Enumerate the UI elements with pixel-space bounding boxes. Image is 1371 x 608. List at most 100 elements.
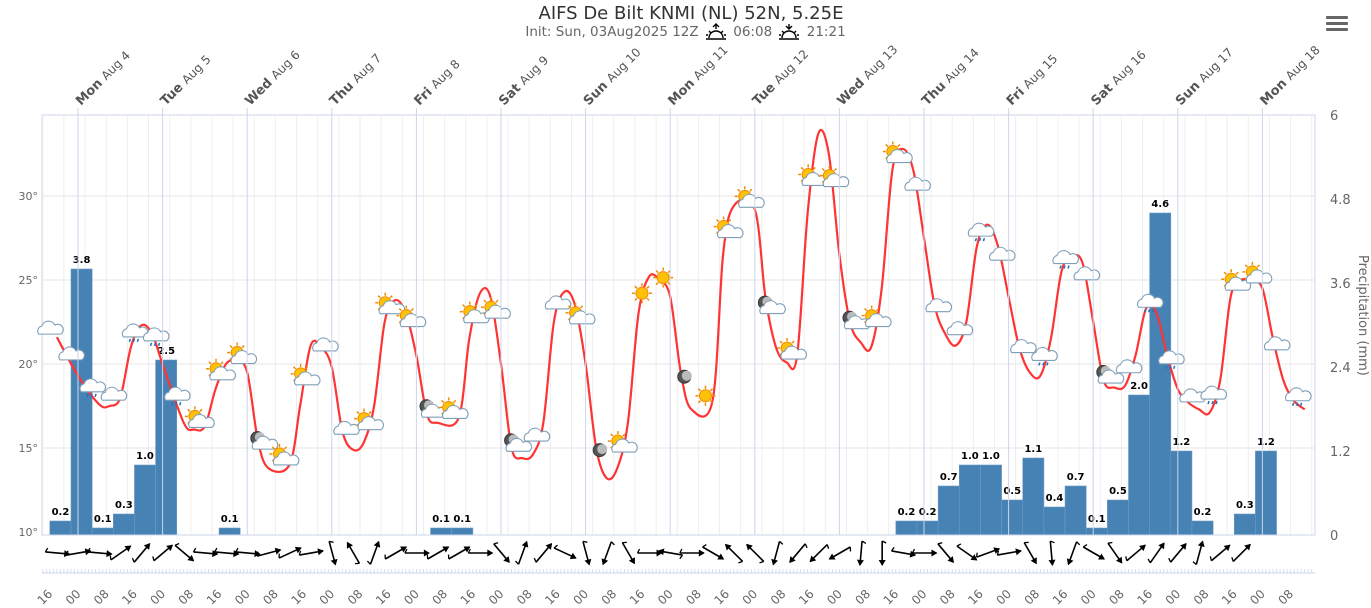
- wind-arrow-icon: [621, 541, 636, 565]
- day-label-date: Aug 16: [1109, 48, 1149, 88]
- cloud-shape: [378, 300, 406, 315]
- x-tick-label: 00: [1078, 587, 1099, 608]
- rain-drop: [170, 401, 174, 406]
- sun-cloud-weather-icon: [819, 165, 850, 188]
- precipitation-data-label: 0.1: [221, 514, 239, 525]
- cloud-weather-icon: [946, 321, 974, 336]
- x-tick-label: 16: [204, 587, 225, 608]
- right-axis-tick-label: 3.6: [1330, 277, 1351, 292]
- wind-arrow-head: [1030, 557, 1037, 565]
- precipitation-bar: [937, 485, 960, 536]
- wind-arrow-head: [442, 546, 450, 553]
- wind-arrow-icon: [771, 540, 784, 566]
- rain-drop: [1046, 362, 1049, 366]
- wind-barb: [1231, 557, 1234, 562]
- wind-arrow-icon: [1107, 541, 1123, 564]
- wind-barb: [1125, 556, 1128, 561]
- wind-arrow-icon: [601, 541, 615, 566]
- sun-ray: [885, 143, 889, 148]
- wind-arrow-icon: [679, 548, 705, 557]
- sun-ray: [271, 446, 276, 450]
- right-axis-tick-label: 0: [1330, 529, 1338, 544]
- sun-ray: [655, 282, 659, 286]
- sun-ray: [1223, 271, 1227, 275]
- cloud-shape: [886, 149, 913, 164]
- day-label-date: Aug 15: [1020, 52, 1060, 92]
- cloud-shape: [946, 321, 974, 336]
- rain-drop: [1147, 309, 1151, 313]
- cloud-shape: [37, 320, 64, 335]
- sun-cloud-weather-icon: [269, 443, 300, 466]
- sun-cloud-weather-icon: [565, 302, 596, 325]
- wind-barb: [1082, 543, 1088, 548]
- wind-arrow-head: [878, 560, 886, 566]
- day-label-date: Aug 11: [691, 43, 731, 83]
- rain-drop: [974, 237, 978, 242]
- wind-arrow-head: [746, 543, 753, 551]
- day-label: Tue Aug 5: [158, 52, 215, 109]
- wind-arrow-icon: [298, 548, 324, 556]
- precipitation-bar: [916, 520, 939, 536]
- wind-arrow-icon: [1048, 540, 1056, 566]
- sun-cloud-weather-icon: [798, 164, 829, 187]
- day-label-date: Aug 12: [771, 47, 811, 87]
- precipitation-bar: [430, 527, 452, 536]
- sun-ray: [610, 433, 614, 437]
- moon-cloud-weather-icon: [757, 295, 786, 315]
- wind-arrow-icon: [533, 543, 553, 563]
- wind-arrow-icon: [856, 540, 867, 566]
- wind-barb: [87, 547, 91, 553]
- sun-weather-icon: [632, 283, 652, 304]
- wind-arrow-icon: [109, 545, 132, 561]
- wind-arrow-head: [856, 559, 864, 566]
- wind-arrow-icon: [256, 547, 282, 557]
- wind-barb: [1024, 541, 1029, 544]
- wind-arrow-icon: [911, 548, 938, 557]
- day-label-date: Aug 5: [179, 52, 214, 87]
- x-tick-label: 16: [1134, 587, 1155, 608]
- precipitation-data-label: 3.8: [73, 255, 91, 266]
- wind-barb: [937, 542, 943, 545]
- precipitation-bar: [451, 527, 474, 536]
- cloud-shape: [1115, 359, 1143, 374]
- wind-arrow-icon: [1209, 544, 1231, 562]
- rain-drop: [1291, 402, 1295, 406]
- cloud-shape: [333, 420, 360, 435]
- sun-ray: [208, 361, 212, 365]
- cloud-shape: [1010, 339, 1037, 354]
- day-label-date: Aug 14: [942, 46, 982, 86]
- wind-barb: [1107, 541, 1113, 544]
- sun-ray: [483, 299, 487, 303]
- x-tick-label: 08: [429, 587, 450, 608]
- wind-barb: [890, 546, 895, 552]
- sun-ray: [791, 340, 795, 344]
- left-axis-tick-label: 30°: [19, 190, 39, 203]
- sun-ray: [697, 388, 702, 392]
- wind-barb: [881, 540, 887, 544]
- day-label: Sat Aug 16: [1088, 48, 1149, 109]
- cloud-shape: [1097, 369, 1125, 384]
- wind-arrow-icon: [809, 543, 830, 563]
- x-tick-label: 00: [232, 587, 253, 608]
- sun-cloud-weather-icon: [206, 358, 236, 381]
- cloud-shape: [716, 224, 744, 239]
- rain-drop: [157, 342, 161, 347]
- sun-ray: [821, 167, 825, 172]
- wind-arrow-icon: [890, 546, 917, 558]
- wind-arrow-icon: [996, 548, 1022, 556]
- rain-weather-icon: [1285, 387, 1312, 406]
- rain-drop: [1059, 265, 1062, 269]
- temperature-line: [55, 128, 1306, 481]
- day-label: Fri Aug 15: [1004, 52, 1061, 109]
- cloud-weather-icon: [100, 386, 128, 401]
- sun-ray: [389, 295, 393, 299]
- hamburger-menu-icon[interactable]: [1326, 14, 1348, 34]
- init-label: Init: Sun, 03Aug2025 12Z: [525, 24, 699, 40]
- wind-arrow-icon: [214, 547, 240, 558]
- wind-arrow-icon: [702, 543, 725, 560]
- sunset-icon: [779, 24, 800, 40]
- chart-title: AIFS De Bilt KNMI (NL) 52N, 5.25E: [538, 3, 844, 24]
- cloud-shape: [1136, 293, 1164, 308]
- wind-barb: [174, 542, 180, 546]
- wind-arrow-head: [1097, 553, 1105, 560]
